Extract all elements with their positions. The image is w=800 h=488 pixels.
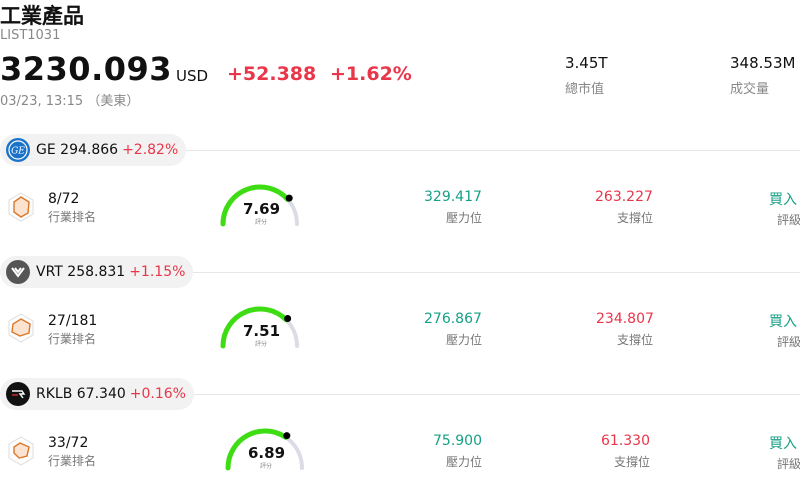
gauge-fill <box>220 306 289 349</box>
industry-rank: 27/181 <box>48 313 98 329</box>
rating-label: 評級 <box>777 335 800 349</box>
resistance-label: 壓力位 <box>446 211 483 225</box>
support-value: 61.330 <box>601 433 650 449</box>
stock-change-percent: +0.16% <box>129 386 186 402</box>
score-value: 7.69 <box>243 200 281 218</box>
score-gauge <box>225 428 304 471</box>
price-change-percent: +1.62% <box>330 63 412 85</box>
support-value: 234.807 <box>596 311 654 327</box>
stock-ticker: VRT <box>36 264 63 280</box>
score-value: 7.51 <box>243 322 281 340</box>
stock-price: 294.866 <box>60 142 119 158</box>
resistance-label: 壓力位 <box>446 455 483 469</box>
stock-ticker: GE <box>36 142 56 158</box>
index-price: 3230.093 <box>0 50 173 88</box>
volume-value: 348.53M <box>730 54 796 72</box>
market-cap-value: 3.45T <box>565 54 608 72</box>
industry-rank: 33/72 <box>48 435 89 451</box>
page-title: 工業產品 <box>0 4 84 28</box>
rating-value[interactable]: 買入 <box>769 314 797 330</box>
rating-value[interactable]: 買入 <box>769 436 797 452</box>
score-gauge <box>220 184 299 227</box>
currency-label: USD <box>176 67 209 85</box>
stock-chip-vrt[interactable]: VRT 258.831 +1.15% <box>0 256 194 288</box>
divider <box>186 394 800 395</box>
ge-logo-icon: GE <box>6 138 30 162</box>
stock-change-percent: +2.82% <box>122 142 179 158</box>
score-gauge <box>220 306 299 349</box>
industry-rank-label: 行業排名 <box>48 210 97 224</box>
price-change: +52.388 <box>227 63 317 85</box>
industry-rank: 8/72 <box>48 191 80 207</box>
rating-label: 評級 <box>777 457 800 471</box>
stock-chip-ge[interactable]: GE GE 294.866 +2.82% <box>0 134 187 166</box>
score-label: 評分 <box>255 219 268 226</box>
market-cap-label: 總市值 <box>565 82 605 97</box>
support-value: 263.227 <box>595 189 653 205</box>
stock-chip-rklb[interactable]: RKLB 67.340 +0.16% <box>0 378 194 410</box>
rank-badge-icon <box>8 436 34 466</box>
volume-label: 成交量 <box>730 82 770 97</box>
score-value: 6.89 <box>248 444 286 462</box>
gauge-marker <box>284 315 292 323</box>
divider <box>186 272 800 273</box>
rklb-logo-icon <box>6 382 30 406</box>
support-label: 支撐位 <box>617 333 654 347</box>
score-label: 評分 <box>260 463 273 470</box>
rating-value[interactable]: 買入 <box>769 192 797 208</box>
divider <box>186 150 800 151</box>
resistance-value: 329.417 <box>424 189 482 205</box>
support-label: 支撐位 <box>617 211 654 225</box>
score-label: 評分 <box>255 341 268 348</box>
resistance-label: 壓力位 <box>446 333 483 347</box>
support-label: 支撐位 <box>614 455 651 469</box>
gauge-fill <box>220 184 291 227</box>
stock-change-percent: +1.15% <box>129 264 186 280</box>
gauge-marker <box>283 432 291 440</box>
stock-price: 67.340 <box>76 386 126 402</box>
stock-price: 258.831 <box>67 264 126 280</box>
resistance-value: 75.900 <box>433 433 482 449</box>
stock-ticker: RKLB <box>36 386 73 402</box>
rank-badge-icon <box>8 192 34 222</box>
rating-label: 評級 <box>777 213 800 227</box>
timestamp: 03/23, 13:15 （美東） <box>0 94 140 109</box>
industry-rank-label: 行業排名 <box>48 454 97 468</box>
gauge-fill <box>225 428 289 471</box>
vrt-logo-icon <box>6 260 30 284</box>
industry-rank-label: 行業排名 <box>48 332 97 346</box>
gauge-marker <box>285 194 293 202</box>
list-code: LIST1031 <box>0 28 61 43</box>
rank-badge-icon <box>8 313 34 343</box>
svg-text:GE: GE <box>11 147 25 157</box>
resistance-value: 276.867 <box>424 311 482 327</box>
